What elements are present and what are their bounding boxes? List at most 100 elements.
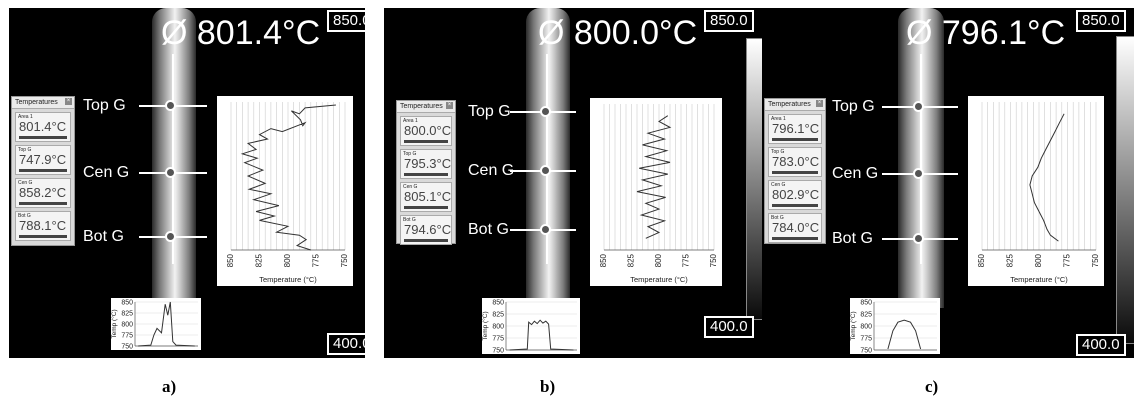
mini-temperature-line <box>509 319 574 351</box>
temperature-entry: Bot G 784.0°C <box>768 213 822 243</box>
x-tick-label: 850 <box>599 253 608 267</box>
temperature-entry: Cen G 802.9°C <box>768 180 822 210</box>
scale-min-label: 400.0 <box>1076 334 1126 356</box>
close-icon[interactable]: × <box>446 102 453 109</box>
scale-max-label: 850.0 <box>327 10 365 32</box>
panel-caption-b: b) <box>540 377 556 396</box>
gauge-marker-center <box>913 168 924 179</box>
gauge-label-center: Cen G <box>468 162 515 179</box>
temperature-entry: Top G 783.0°C <box>768 147 822 177</box>
gauge-marker-center <box>540 165 551 176</box>
y-tick-label: 825 <box>860 312 872 319</box>
gauge-label-top: Top G <box>468 103 511 120</box>
temperatures-window[interactable]: Temperatures × Area 1 800.0°C Top G 795.3°C… <box>396 100 456 245</box>
gauge-marker-center <box>165 167 176 178</box>
heated-rod <box>152 8 196 308</box>
gauge-label-top: Top G <box>832 98 875 115</box>
x-tick-label: 775 <box>1063 253 1072 267</box>
x-tick-label: 825 <box>627 253 636 267</box>
temperature-entry: Cen G 805.1°C <box>400 182 452 212</box>
mini-temperature-line <box>138 301 195 347</box>
temperature-entry: Area 1 800.0°C <box>400 116 452 146</box>
mini-temperature-line <box>887 319 922 350</box>
close-icon[interactable]: × <box>816 100 823 107</box>
temperatures-window[interactable]: Temperatures × Area 1 801.4°C Top G 747.9°C… <box>11 96 75 246</box>
y-tick-label: 850 <box>860 300 872 307</box>
thermal-panel-b: Ø 800.0°C 850.0 400.0 Top G Cen G Bot G … <box>384 8 762 358</box>
heated-rod <box>526 8 570 308</box>
y-tick-label: 825 <box>121 311 133 318</box>
y-tick-label: 800 <box>492 324 504 331</box>
y-tick-label: 825 <box>492 312 504 319</box>
close-icon[interactable]: × <box>65 98 72 105</box>
y-axis-label: Temp (°C) <box>111 309 118 338</box>
x-tick-label: 800 <box>654 253 663 267</box>
gauge-marker-bottom <box>165 231 176 242</box>
gauge-marker-top <box>165 100 176 111</box>
color-scale-bar <box>746 38 762 320</box>
thermal-panel-c: Ø 796.1°C 850.0 400.0 Top G Cen G Bot G … <box>762 8 1134 358</box>
x-axis-label: Temperature (°C) <box>259 275 317 284</box>
x-tick-label: 750 <box>709 253 718 267</box>
scale-min-label: 400.0 <box>327 333 365 355</box>
panel-caption-a: a) <box>162 377 177 396</box>
temperature-profile-chart: 850 825 800 775 750 Temperature (°C) <box>968 96 1104 286</box>
x-tick-label: 825 <box>255 253 264 267</box>
gauge-label-bottom: Bot G <box>832 230 873 247</box>
temperature-entry: Top G 747.9°C <box>15 145 71 175</box>
x-axis-label: Temperature (°C) <box>1010 275 1068 284</box>
gauge-marker-top <box>540 106 551 117</box>
x-tick-label: 850 <box>977 253 986 267</box>
average-temperature: Ø 801.4°C <box>161 14 321 52</box>
temperature-profile-line <box>1029 113 1065 242</box>
scale-max-label: 850.0 <box>1076 10 1126 32</box>
y-tick-label: 750 <box>121 344 133 351</box>
gauge-label-center: Cen G <box>83 164 130 181</box>
x-tick-label: 750 <box>340 253 349 267</box>
gauge-label-bottom: Bot G <box>83 228 124 245</box>
temperature-entry: Bot G 794.6°C <box>400 215 452 245</box>
scale-max-label: 850.0 <box>704 10 754 32</box>
scale-min-label: 400.0 <box>704 316 754 338</box>
temperatures-window[interactable]: Temperatures × Area 1 796.1°C Top G 783.0°C… <box>764 98 826 244</box>
y-tick-label: 750 <box>492 348 504 355</box>
y-tick-label: 750 <box>860 348 872 355</box>
gauge-marker-bottom <box>540 224 551 235</box>
gauge-marker-bottom <box>913 233 924 244</box>
y-tick-label: 850 <box>492 300 504 307</box>
color-scale-bar <box>1116 36 1134 344</box>
temperature-mini-chart: 850 825 800 775 750 Temp (°C) <box>481 298 580 355</box>
temperature-entry: Area 1 801.4°C <box>15 112 71 142</box>
profile-line <box>546 54 548 264</box>
temperature-entry: Top G 795.3°C <box>400 149 452 179</box>
gauge-label-top: Top G <box>83 97 126 114</box>
x-tick-label: 775 <box>312 253 321 267</box>
profile-line <box>172 54 174 264</box>
x-tick-label: 800 <box>283 253 292 267</box>
temperature-profile-chart: 850 825 800 775 750 Temperature (°C) <box>590 98 722 286</box>
y-tick-label: 775 <box>492 336 504 343</box>
temperature-profile-line <box>636 115 672 239</box>
panel-caption-c: c) <box>925 377 939 396</box>
x-tick-label: 775 <box>682 253 691 267</box>
temperature-entry: Cen G 858.2°C <box>15 178 71 208</box>
gauge-label-bottom: Bot G <box>468 221 509 238</box>
x-tick-label: 800 <box>1034 253 1043 267</box>
y-tick-label: 850 <box>121 300 133 307</box>
temperature-entry: Area 1 796.1°C <box>768 114 822 144</box>
temperature-mini-chart: 850 825 800 775 750 Temp (°C) <box>110 298 201 351</box>
profile-line <box>920 54 922 264</box>
thermal-panel-a: Ø 801.4°C 850.0 400.0 Top G Cen G Bot G … <box>9 8 365 358</box>
temperature-mini-chart: 850 825 800 775 750 Temp (°C) <box>849 298 940 355</box>
temperature-profile-chart: 850 825 800 775 750 Temperature (°C) <box>217 96 353 286</box>
y-tick-label: 800 <box>860 324 872 331</box>
y-tick-label: 775 <box>121 333 133 340</box>
temperatures-window-title: Temperatures × <box>12 97 74 109</box>
x-tick-label: 825 <box>1006 253 1015 267</box>
average-temperature: Ø 796.1°C <box>906 14 1066 52</box>
x-axis-label: Temperature (°C) <box>630 275 688 284</box>
temperature-profile-line <box>240 104 336 251</box>
x-tick-label: 750 <box>1091 253 1100 267</box>
gauge-label-center: Cen G <box>832 165 879 182</box>
gauge-marker-top <box>913 101 924 112</box>
